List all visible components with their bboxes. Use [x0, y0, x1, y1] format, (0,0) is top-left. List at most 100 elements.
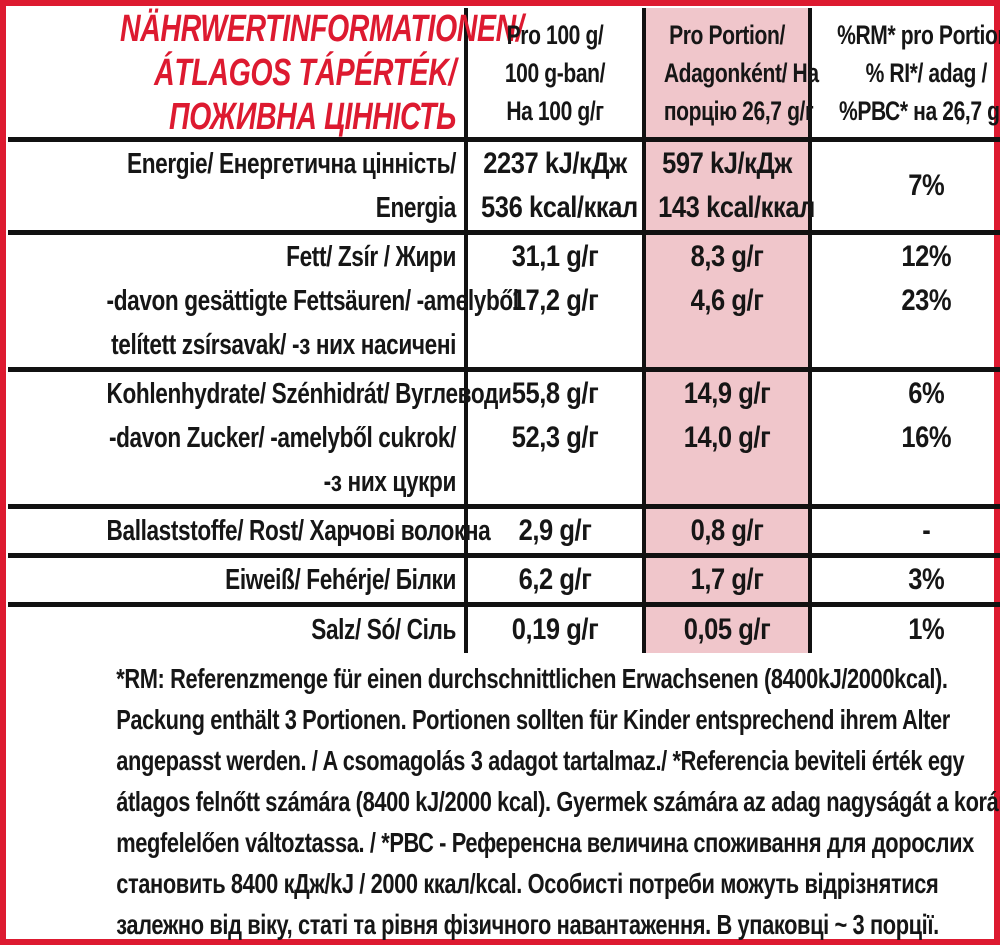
value-rm: -: [829, 509, 1000, 553]
footnote-line: Packung enthält 3 Portionen. Portionen s…: [116, 704, 950, 735]
value-per100: 2,9 g/г: [481, 509, 629, 553]
row-carbs-per100: 55,8 g/г 52,3 g/г: [464, 372, 642, 509]
value-rm: 12% 23%: [829, 235, 1000, 323]
value-rm: 7%: [829, 164, 1000, 208]
row-salt-name: Salz/ Só/ Сіль: [8, 607, 464, 653]
nutrient-name: Ballaststoffe/ Rost/ Харчові волокна: [106, 509, 491, 553]
nutrient-name: Kohlenhydrate/ Szénhidrát/ Вуглеводи -da…: [106, 372, 512, 504]
title-line: ПОЖИВНА ЦІННІСТЬ: [168, 95, 456, 138]
value-portion: 0,8 g/г: [658, 509, 796, 553]
value-portion: 597 kJ/кДж 143 kcal/ккал: [658, 142, 815, 230]
header-line: На 100 g/г: [506, 95, 604, 126]
table-title-cell: NÄHRWERTINFORMATIONEN/ ÁTLAGOS TÁPÉRTÉK/…: [8, 7, 524, 142]
value-line: 597 kJ/кДж: [662, 147, 792, 180]
column-header-per100-text: Pro 100 g/ 100 g-ban/ На 100 g/г: [487, 16, 623, 130]
nutrient-name-line: Fett/ Zsír / Жири: [286, 241, 456, 273]
value-line: 6,2 g/г: [518, 563, 592, 596]
nutrient-name-line: Salz/ Só/ Сіль: [311, 614, 456, 646]
value-line: 14,9 g/г: [683, 377, 771, 410]
nutrient-name: Eiweiß/ Fehérje/ Білки: [107, 558, 456, 602]
column-header-rm-text: %RM* pro Portion/ % RI*/ adag / %РВС* на…: [837, 16, 1000, 130]
row-fat-name: Fett/ Zsír / Жири -davon gesättigte Fett…: [8, 235, 520, 372]
value-line: 536 kcal/ккал: [481, 191, 638, 224]
value-line: 8,3 g/г: [690, 240, 764, 273]
column-header-rm: %RM* pro Portion/ % RI*/ adag / %РВС* на…: [812, 8, 1000, 142]
value-rm: 1%: [829, 608, 1000, 652]
row-salt-rm: 1%: [812, 607, 1000, 653]
row-energy-name: Energie/ Енергетична цінність/ Energia: [8, 142, 464, 235]
title-line: ÁTLAGOS TÁPÉRTÉK/: [154, 51, 456, 94]
nutrient-name-line: Ballaststoffe/ Rost/ Харчові волокна: [106, 515, 491, 547]
header-line: 100 g-ban/: [504, 57, 606, 88]
row-energy-portion: 597 kJ/кДж 143 kcal/ккал: [642, 142, 815, 235]
nutrient-name-line: -davon gesättigte Fettsäuren/ -amelyből: [106, 285, 520, 317]
footnote-line: становить 8400 кДж/kJ / 2000 ккал/kcal. …: [116, 868, 939, 899]
header-line: %РВС* на 26,7 g/г: [839, 95, 1000, 126]
column-header-portion: Pro Portion/ Adagonként/ На порцію 26,7 …: [642, 8, 819, 142]
column-header-per100: Pro 100 g/ 100 g-ban/ На 100 g/г: [464, 8, 642, 142]
value-line: 6%: [908, 377, 945, 410]
value-line: 2237 kJ/кДж: [483, 147, 627, 180]
row-fat-portion: 8,3 g/г 4,6 g/г: [642, 235, 812, 372]
value-line: -: [922, 514, 931, 547]
footnote-line: átlagos felnőtt számára (8400 kJ/2000 kc…: [116, 786, 1000, 817]
value-portion: 14,9 g/г 14,0 g/г: [658, 372, 796, 460]
value-line: 31,1 g/г: [511, 240, 599, 273]
row-protein-portion: 1,7 g/г: [642, 558, 812, 607]
header-line: Pro Portion/: [669, 19, 785, 50]
value-portion: 0,05 g/г: [658, 608, 796, 652]
nutrient-name-line: Energia: [375, 192, 457, 224]
value-line: 14,0 g/г: [683, 421, 771, 454]
row-energy-per100: 2237 kJ/кДж 536 kcal/ккал: [464, 142, 642, 235]
nutrient-name-line: -з них цукри: [323, 466, 457, 498]
value-line: 23%: [901, 284, 952, 317]
footnote-line: залежно від віку, статі та рівня фізично…: [116, 909, 939, 940]
footnote-line: megfelelően változtassa. / *РВС - Рефере…: [116, 827, 974, 858]
row-carbs-name: Kohlenhydrate/ Szénhidrát/ Вуглеводи -da…: [8, 372, 512, 509]
nutrient-name: Energie/ Енергетична цінність/ Energia: [107, 142, 456, 230]
header-line: порцію 26,7 g/г: [663, 95, 814, 126]
value-per100: 0,19 g/г: [481, 608, 629, 652]
value-line: 17,2 g/г: [511, 284, 599, 317]
value-line: 0,05 g/г: [683, 613, 771, 646]
value-line: 16%: [901, 421, 952, 454]
row-energy-rm: 7%: [812, 142, 1000, 235]
header-line: Adagonként/ На: [663, 57, 819, 88]
nutrition-table: NÄHRWERTINFORMATIONEN/ ÁTLAGOS TÁPÉRTÉK/…: [8, 7, 1000, 653]
value-line: 1%: [908, 613, 945, 646]
row-carbs-portion: 14,9 g/г 14,0 g/г: [642, 372, 812, 509]
nutrient-name: Fett/ Zsír / Жири -davon gesättigte Fett…: [106, 235, 520, 367]
value-line: 55,8 g/г: [511, 377, 599, 410]
value-line: 0,19 g/г: [511, 613, 599, 646]
nutrient-name-line: Kohlenhydrate/ Szénhidrát/ Вуглеводи: [106, 378, 512, 410]
value-line: 52,3 g/г: [511, 421, 599, 454]
table-title: NÄHRWERTINFORMATIONEN/ ÁTLAGOS TÁPÉRTÉK/…: [120, 7, 524, 139]
nutrient-name-line: Eiweiß/ Fehérje/ Білки: [225, 564, 456, 596]
value-line: 2,9 g/г: [518, 514, 592, 547]
value-rm: 6% 16%: [829, 372, 1000, 460]
row-fat-per100: 31,1 g/г 17,2 g/г: [464, 235, 642, 372]
value-per100: 6,2 g/г: [481, 558, 629, 602]
header-line: Pro 100 g/: [506, 19, 604, 50]
footnote: *RM: Referenzmenge für einen durchschnit…: [116, 658, 1000, 945]
header-line: %RM* pro Portion/: [837, 19, 1000, 50]
row-fibre-rm: -: [812, 509, 1000, 558]
row-carbs-rm: 6% 16%: [812, 372, 1000, 509]
value-line: 12%: [901, 240, 952, 273]
footnote-line: angepasst werden. / A csomagolás 3 adago…: [116, 745, 965, 776]
row-protein-rm: 3%: [812, 558, 1000, 607]
footnote-line: *RM: Referenzmenge für einen durchschnit…: [116, 663, 948, 694]
value-line: 1,7 g/г: [690, 563, 764, 596]
value-per100: 2237 kJ/кДж 536 kcal/ккал: [481, 142, 638, 230]
value-line: 0,8 g/г: [690, 514, 764, 547]
value-line: 4,6 g/г: [690, 284, 764, 317]
nutrient-name: Salz/ Só/ Сіль: [107, 608, 456, 652]
value-line: 3%: [908, 563, 945, 596]
nutrient-name-line: -davon Zucker/ -amelyből cukrok/: [108, 422, 456, 454]
value-portion: 8,3 g/г 4,6 g/г: [658, 235, 796, 323]
nutrient-name-line: Energie/ Енергетична цінність/: [127, 148, 456, 180]
column-header-portion-text: Pro Portion/ Adagonként/ На порцію 26,7 …: [663, 16, 819, 130]
row-salt-per100: 0,19 g/г: [464, 607, 642, 653]
header-line: % RI*/ adag /: [865, 57, 988, 88]
